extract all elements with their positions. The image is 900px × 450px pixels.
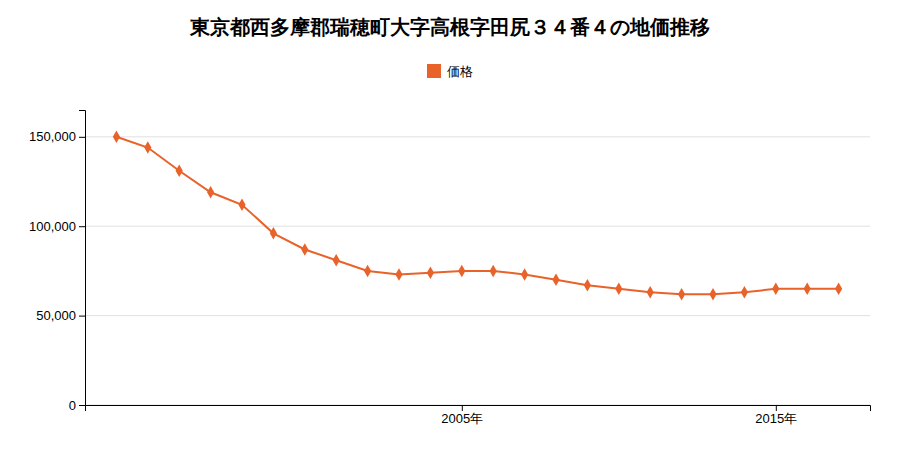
point: [238, 199, 245, 211]
tick-mark: [79, 316, 85, 317]
chart: 東京都西多摩郡瑞穂町大字高根字田尻３４番４の地価推移 2005年 2015年 0 50,…: [0, 0, 900, 450]
tick-mark: [462, 405, 463, 411]
point: [552, 274, 559, 286]
tick-mark: [776, 405, 777, 411]
axis-line: [86, 406, 871, 412]
point: [333, 254, 340, 266]
tick-label: 2005年: [441, 411, 483, 426]
tick-label: 0: [69, 398, 76, 413]
tick: 100,000: [29, 219, 85, 234]
point: [521, 268, 528, 280]
point: [395, 268, 402, 280]
grid-line: [85, 315, 870, 316]
tick-label: 2015年: [755, 411, 797, 426]
tick-label: 150,000: [29, 129, 76, 144]
tick: 0: [69, 398, 85, 413]
point: [458, 265, 465, 277]
legend-swatch: [427, 64, 441, 78]
point: [427, 266, 434, 278]
legend-label: 価格: [447, 64, 473, 79]
tick-mark: [79, 405, 85, 406]
point: [113, 131, 120, 143]
point: [364, 265, 371, 277]
tick-mark: [79, 137, 85, 138]
tick: 150,000: [29, 129, 85, 144]
point: [741, 286, 748, 298]
tick: 2005年: [441, 405, 483, 426]
point: [490, 265, 497, 277]
point: [144, 141, 151, 153]
point: [176, 165, 183, 177]
point: [709, 288, 716, 300]
tick-mark: [79, 226, 85, 227]
tick-label: 100,000: [29, 219, 76, 234]
axis-line: [79, 111, 86, 406]
point: [804, 283, 811, 295]
point: [678, 288, 685, 300]
grid-line: [85, 226, 870, 227]
title: 東京都西多摩郡瑞穂町大字高根字田尻３４番４の地価推移: [189, 15, 710, 39]
tick-label: 50,000: [36, 308, 76, 323]
legend: 価格: [427, 64, 473, 79]
point: [647, 286, 654, 298]
tick: 2015年: [755, 405, 797, 426]
x-axis: 2005年 2015年: [86, 405, 871, 426]
line: [116, 137, 838, 294]
point: [301, 243, 308, 255]
legend-item: 価格: [427, 64, 473, 79]
y-axis: 0 50,000 100,000 150,000: [29, 111, 86, 413]
point: [207, 186, 214, 198]
plot: 2005年 2015年 0 50,000 100,000 150,000: [29, 111, 871, 427]
point: [270, 227, 277, 239]
marks: [113, 131, 842, 301]
grid-line: [85, 136, 870, 137]
grid: [85, 137, 870, 405]
point: [615, 283, 622, 295]
tick: 50,000: [36, 308, 85, 323]
point: [835, 283, 842, 295]
point: [772, 283, 779, 295]
point: [584, 279, 591, 291]
